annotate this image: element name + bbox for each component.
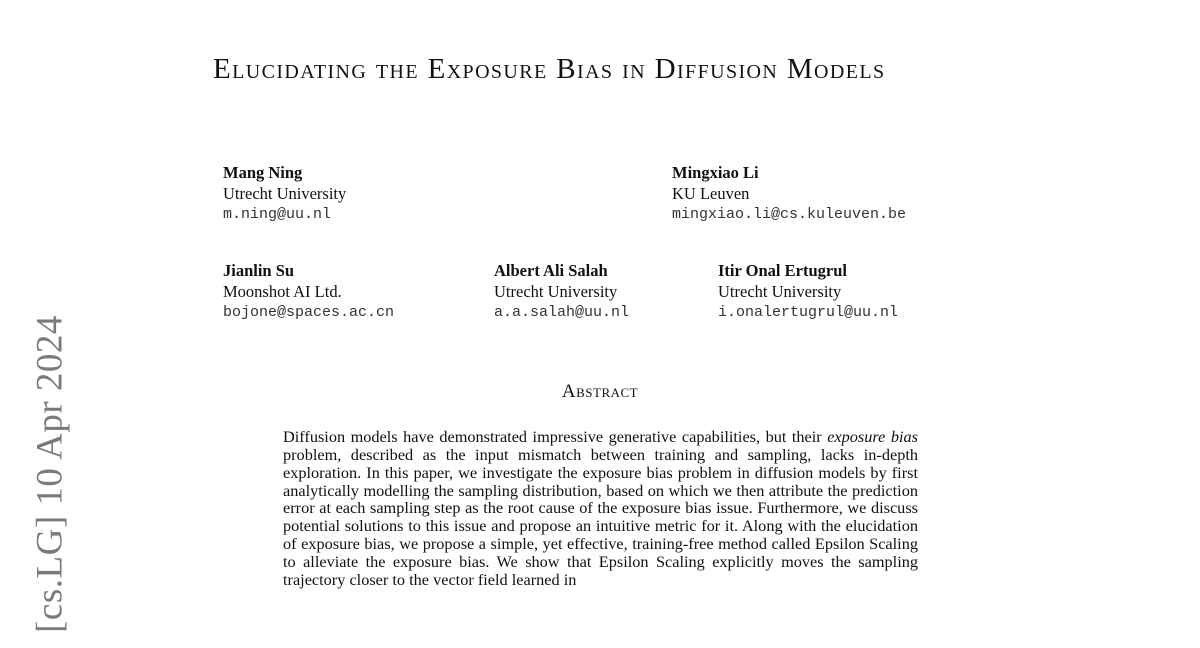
- author-name: Jianlin Su: [223, 261, 295, 280]
- abstract-body: Diffusion models have demonstrated impre…: [283, 428, 918, 589]
- author-name: Mang Ning: [223, 163, 303, 182]
- author-name: Itir Onal Ertugrul: [718, 261, 847, 280]
- author-affiliation: Utrecht University: [494, 282, 618, 301]
- author-name: Mingxiao Li: [672, 163, 759, 182]
- author-email: i.onalertugrul@uu.nl: [718, 304, 899, 321]
- author-email: m.ning@uu.nl: [223, 206, 332, 223]
- author-block: Albert Ali Salah Utrecht University a.a.…: [494, 260, 629, 323]
- abstract-text: problem, described as the input mismatch…: [283, 444, 918, 589]
- author-affiliation: Moonshot AI Ltd.: [223, 282, 342, 301]
- abstract-text: Diffusion models have demonstrated impre…: [283, 427, 828, 446]
- paper-title: Elucidating the Exposure Bias in Diffusi…: [213, 53, 886, 85]
- arxiv-stamp: [cs.LG] 10 Apr 2024: [29, 315, 71, 633]
- author-affiliation: Utrecht University: [718, 282, 842, 301]
- author-email: mingxiao.li@cs.kuleuven.be: [672, 206, 907, 223]
- author-block: Itir Onal Ertugrul Utrecht University i.…: [718, 260, 898, 323]
- author-affiliation: Utrecht University: [223, 184, 347, 203]
- author-affiliation: KU Leuven: [672, 184, 750, 203]
- abstract-heading: Abstract: [561, 381, 639, 402]
- author-name: Albert Ali Salah: [494, 261, 608, 280]
- author-email: bojone@spaces.ac.cn: [223, 304, 395, 321]
- abstract-italic-term: exposure bias: [827, 427, 919, 446]
- author-block: Mang Ning Utrecht University m.ning@uu.n…: [223, 162, 346, 225]
- author-email: a.a.salah@uu.nl: [494, 304, 630, 321]
- author-block: Mingxiao Li KU Leuven mingxiao.li@cs.kul…: [672, 162, 906, 225]
- author-block: Jianlin Su Moonshot AI Ltd. bojone@space…: [223, 260, 394, 323]
